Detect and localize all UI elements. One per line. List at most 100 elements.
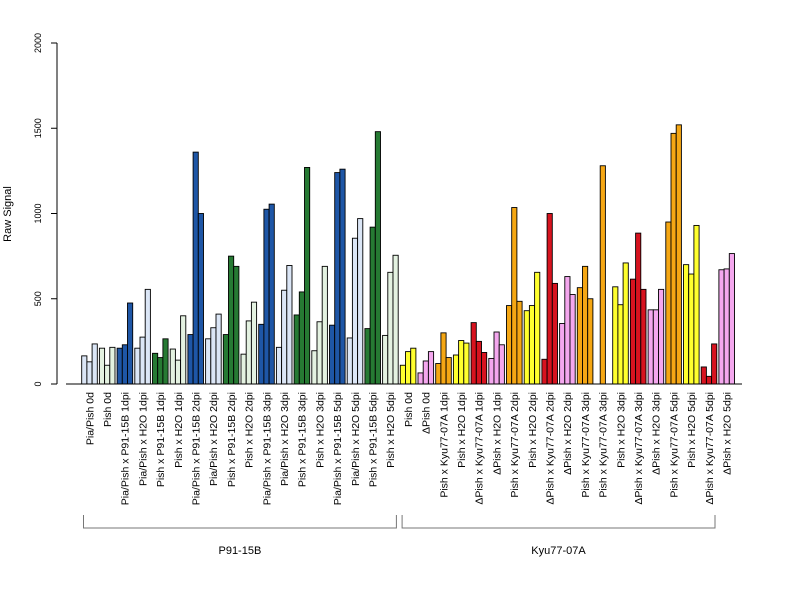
x-tick-label: ΔPish x Kyu77-07A 5dpi	[704, 392, 716, 505]
bar	[688, 273, 695, 385]
bar	[417, 372, 424, 385]
y-axis: 0 500 1000 1500 2000	[33, 33, 58, 387]
bar	[445, 357, 452, 385]
bar	[410, 347, 417, 385]
x-tick-label: ΔPish x Kyu77-07A 3dpi	[633, 392, 645, 505]
x-tick-label: Pish x Kyu77-07A 3dpi	[580, 392, 592, 498]
bar	[187, 334, 194, 385]
bar	[534, 271, 541, 385]
x-tick-label: Pish x H2O 2dpi	[244, 392, 256, 468]
bar	[658, 288, 665, 385]
bar	[329, 324, 336, 385]
x-tick-label: Pia/Pish x H2O 3dpi	[279, 392, 291, 486]
bar	[511, 207, 518, 385]
bar	[228, 255, 235, 385]
bar	[192, 151, 199, 385]
y-tick-label: 2000	[33, 33, 43, 53]
bar	[104, 364, 111, 385]
x-tick-label: Pish x P91-15B 1dpi	[155, 392, 167, 487]
x-tick-label: Pia/Pish x H2O 2dpi	[208, 392, 220, 486]
y-tick-label: 1000	[33, 203, 43, 223]
bar	[683, 264, 690, 385]
bar	[222, 334, 229, 385]
bar	[240, 353, 247, 385]
bar	[723, 268, 730, 385]
group-label: P91-15B	[218, 545, 261, 557]
bar	[622, 262, 629, 385]
bar	[427, 351, 435, 385]
x-tick-label: ΔPish x Kyu77-07A 1dpi	[474, 392, 486, 505]
bar	[157, 357, 164, 385]
bar	[452, 354, 460, 385]
bar	[387, 271, 394, 385]
bar	[463, 342, 470, 385]
y-tick-label: 0	[33, 381, 43, 386]
x-tick-label: Pish 0d	[403, 392, 415, 427]
x-tick-label: ΔPish x H2O 1dpi	[491, 392, 503, 475]
bar	[399, 364, 406, 385]
bar	[652, 309, 659, 385]
bar	[564, 276, 571, 385]
x-tick-label: Pia/Pish x P91-15B 2dpi	[191, 392, 203, 505]
bar	[316, 321, 323, 385]
bar	[127, 302, 134, 385]
bar	[665, 221, 672, 385]
bar	[98, 347, 106, 385]
x-tick-label: ΔPish 0d	[421, 392, 433, 434]
x-tick-label: Pish x H2O 2dpi	[527, 392, 539, 468]
bar	[711, 343, 718, 385]
bar	[587, 298, 594, 385]
bar	[582, 265, 589, 385]
bar	[647, 309, 654, 385]
bar	[210, 327, 217, 385]
bar	[281, 289, 288, 385]
x-tick-label: Pia/Pish x P91-15B 5dpi	[332, 392, 344, 505]
bar	[481, 352, 488, 385]
bar	[197, 213, 204, 385]
y-tick-label: 1500	[33, 118, 43, 138]
x-tick-label: Pish x H2O 3dpi	[314, 392, 326, 468]
bar	[374, 131, 381, 385]
bar	[640, 288, 647, 385]
x-tick-label: Pish 0d	[102, 392, 114, 427]
x-tick-label: Pia/Pish x H2O 5dpi	[350, 392, 362, 486]
bar	[121, 344, 128, 385]
bar	[369, 226, 376, 385]
bar	[528, 305, 536, 385]
bar	[245, 320, 252, 385]
bar	[215, 313, 222, 385]
bar	[498, 344, 505, 385]
bar	[599, 165, 606, 385]
bar	[233, 265, 240, 385]
bar	[435, 363, 442, 385]
group-bracket	[401, 515, 716, 529]
bar	[134, 347, 141, 385]
bar	[339, 168, 346, 385]
bar	[523, 310, 530, 385]
bar	[728, 253, 735, 385]
x-tick-label: Pish x H2O 5dpi	[686, 392, 698, 468]
y-tick-label: 500	[33, 291, 43, 306]
x-tick-label: Pish x Kyu77-07A 1dpi	[438, 392, 450, 498]
bar	[334, 172, 341, 385]
group-label: Kyu77-07A	[531, 545, 586, 557]
bar	[382, 334, 389, 385]
bar	[258, 323, 265, 385]
x-tick-label: Pia/Pish x P91-15B 3dpi	[261, 392, 273, 505]
bar	[405, 351, 412, 385]
x-tick-label: ΔPish x H2O 3dpi	[651, 392, 663, 475]
x-tick-label: ΔPish x H2O 5dpi	[722, 392, 734, 475]
bar	[116, 347, 123, 385]
bar	[205, 338, 212, 385]
bar	[351, 237, 359, 385]
bar	[705, 375, 713, 385]
bar	[458, 340, 465, 385]
bar	[180, 315, 187, 385]
bars-layer	[66, 124, 742, 385]
bar	[86, 361, 93, 385]
x-tick-label: Pish x H2O 1dpi	[456, 392, 468, 468]
bar	[286, 265, 293, 385]
x-tick-label: Pish x Kyu77-07A 5dpi	[668, 392, 680, 498]
bar	[629, 278, 637, 385]
bar	[144, 288, 151, 385]
